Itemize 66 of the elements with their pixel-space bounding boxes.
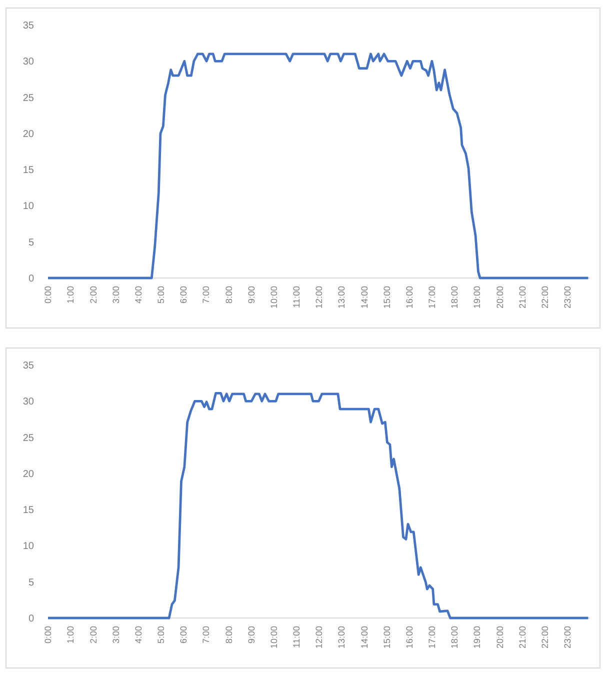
- x-tick-label: 23:00: [562, 626, 573, 649]
- x-tick-label: 0:00: [43, 286, 54, 304]
- x-tick-label: 10:00: [268, 286, 279, 309]
- y-tick-label: 0: [28, 274, 34, 284]
- x-tick-label: 22:00: [540, 626, 550, 649]
- x-tick-label: 20:00: [494, 286, 505, 309]
- line-series: [46, 52, 590, 280]
- x-tick-label: 13:00: [336, 286, 347, 309]
- y-tick-label: 30: [22, 396, 34, 408]
- x-tick-label: 21:00: [517, 626, 528, 649]
- x-tick-label: 12:00: [314, 286, 324, 309]
- x-tick-label: 1:00: [66, 286, 76, 304]
- y-tick-label: 25: [22, 92, 34, 104]
- x-tick-label: 8:00: [224, 286, 234, 304]
- y-tick-label: 35: [22, 20, 34, 32]
- x-tick-label: 22:00: [540, 286, 550, 309]
- x-tick-label: 4:00: [133, 286, 144, 304]
- x-tick-label: 7:00: [201, 286, 212, 304]
- x-tick-label: 17:00: [427, 286, 438, 309]
- x-tick-label: 8:00: [224, 626, 234, 644]
- x-tick-label: 17:00: [427, 626, 438, 649]
- x-tick-label: 1:00: [66, 626, 76, 644]
- y-tick-label: 30: [22, 56, 34, 68]
- x-tick-label: 6:00: [178, 286, 189, 304]
- y-tick-label: 0: [28, 614, 34, 624]
- y-tick-label: 15: [22, 165, 34, 176]
- y-tick-label: 35: [22, 360, 34, 372]
- x-tick-label: 0:00: [43, 626, 54, 644]
- x-tick-label: 10:00: [268, 626, 279, 649]
- x-tick-label: 16:00: [404, 626, 414, 649]
- x-tick-label: 5:00: [156, 286, 166, 304]
- y-tick-label: 20: [22, 128, 34, 140]
- x-tick-label: 23:00: [562, 286, 573, 309]
- x-tick-label: 18:00: [450, 286, 460, 309]
- x-tick-label: 4:00: [133, 626, 144, 644]
- x-tick-label: 14:00: [359, 626, 370, 649]
- x-tick-label: 6:00: [178, 626, 189, 644]
- x-tick-label: 19:00: [472, 286, 482, 309]
- x-tick-label: 18:00: [450, 626, 460, 649]
- x-tick-label: 15:00: [382, 286, 392, 309]
- x-tick-label: 14:00: [359, 286, 370, 309]
- x-tick-label: 20:00: [494, 626, 505, 649]
- line-series: [46, 392, 590, 620]
- x-tick-label: 7:00: [201, 626, 212, 644]
- x-tick-label: 15:00: [382, 626, 392, 649]
- y-tick-label: 25: [22, 432, 34, 444]
- y-tick-label: 5: [28, 237, 34, 248]
- y-tick-label: 20: [22, 468, 34, 480]
- x-tick-label: 9:00: [246, 286, 256, 304]
- y-tick-label: 10: [22, 541, 34, 552]
- x-tick-label: 21:00: [517, 286, 528, 309]
- x-tick-label: 11:00: [292, 286, 302, 308]
- x-tick-label: 9:00: [246, 626, 256, 644]
- y-tick-label: 15: [22, 505, 34, 516]
- x-tick-label: 5:00: [156, 626, 166, 644]
- x-tick-label: 2:00: [88, 286, 98, 304]
- x-tick-label: 19:00: [472, 626, 482, 649]
- x-tick-label: 3:00: [110, 626, 121, 644]
- x-tick-label: 12:00: [314, 626, 324, 649]
- y-tick-label: 10: [22, 201, 34, 212]
- x-tick-label: 16:00: [404, 286, 414, 309]
- x-tick-label: 2:00: [88, 626, 98, 644]
- x-tick-label: 11:00: [292, 626, 302, 648]
- x-tick-label: 13:00: [336, 626, 347, 649]
- x-tick-label: 3:00: [110, 286, 121, 304]
- y-tick-label: 5: [28, 577, 34, 588]
